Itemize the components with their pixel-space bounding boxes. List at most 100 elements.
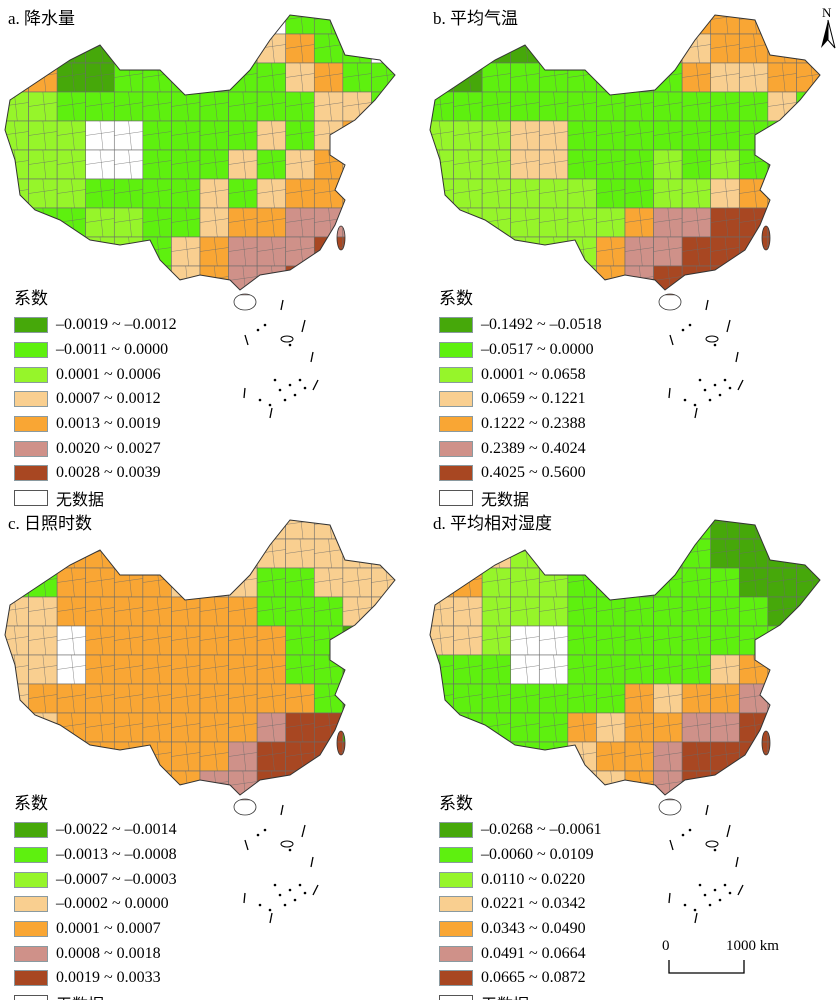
region — [796, 625, 820, 656]
region — [199, 120, 229, 151]
region — [624, 520, 654, 540]
region — [228, 91, 258, 122]
region — [596, 91, 626, 122]
region — [342, 520, 372, 540]
region — [681, 236, 712, 267]
region — [510, 178, 540, 209]
region — [171, 178, 201, 209]
region — [85, 120, 115, 151]
region — [567, 15, 597, 35]
legend-label: 无数据 — [481, 991, 529, 1000]
region — [538, 712, 569, 743]
island — [278, 893, 282, 897]
legend-label: 0.0665 ~ 0.0872 — [481, 969, 586, 987]
region — [371, 91, 395, 122]
region — [624, 596, 654, 627]
boundary-dash — [669, 334, 674, 346]
legend-swatch — [439, 847, 473, 864]
region — [567, 625, 597, 656]
region — [710, 120, 740, 151]
region — [85, 178, 115, 209]
region — [256, 770, 287, 801]
region — [710, 178, 740, 209]
legend-swatch — [14, 970, 48, 987]
region — [228, 654, 258, 685]
region — [256, 520, 287, 540]
region — [228, 538, 258, 569]
region — [767, 149, 797, 180]
region — [113, 91, 144, 122]
legend-item: 0.0491 ~ 0.0664 — [439, 941, 602, 966]
legend-label: 0.0343 ~ 0.0490 — [481, 920, 586, 938]
island — [258, 398, 262, 402]
legend: 系数 –0.0268 ~ –0.0061 –0.0060 ~ 0.0109 0.011… — [439, 789, 602, 1000]
legend-item: –0.0011 ~ 0.0000 — [14, 338, 177, 363]
island — [288, 888, 292, 892]
region — [430, 207, 454, 238]
island — [258, 903, 262, 907]
island — [303, 891, 307, 895]
region — [56, 567, 87, 598]
island — [728, 891, 732, 895]
region — [596, 538, 626, 569]
boundary-dash — [705, 804, 709, 816]
island — [723, 883, 727, 887]
region — [228, 149, 258, 180]
island — [293, 393, 297, 397]
legend-item-no-data: 无数据 — [14, 991, 177, 1000]
region — [596, 15, 626, 35]
region — [85, 625, 115, 656]
region — [538, 567, 569, 598]
region — [371, 712, 395, 743]
legend-swatch — [14, 440, 48, 457]
legend-item: –0.0013 ~ –0.0008 — [14, 843, 177, 868]
legend-swatch — [439, 416, 473, 433]
scale-end: 1000 km — [726, 938, 779, 954]
region — [285, 236, 315, 267]
region — [767, 178, 797, 209]
region — [85, 538, 115, 569]
region — [681, 265, 712, 296]
region — [653, 625, 683, 656]
island — [288, 343, 292, 347]
region — [710, 683, 740, 714]
region — [256, 625, 287, 656]
region — [142, 120, 172, 151]
region — [142, 33, 172, 64]
region — [285, 178, 315, 209]
region — [596, 683, 626, 714]
legend-swatch — [14, 945, 48, 962]
region — [28, 538, 58, 569]
legend-swatch — [14, 317, 48, 334]
region — [56, 236, 87, 267]
region — [342, 149, 372, 180]
region — [596, 33, 626, 64]
region — [681, 520, 712, 540]
region — [767, 683, 797, 714]
region — [5, 62, 29, 93]
region — [142, 207, 172, 238]
region — [567, 120, 597, 151]
region — [256, 91, 287, 122]
legend-swatch — [14, 822, 48, 839]
boundary-dash — [705, 299, 709, 311]
legend-item: 0.1222 ~ 0.2388 — [439, 412, 602, 437]
legend-label: 0.0491 ~ 0.0664 — [481, 944, 586, 962]
region — [738, 120, 769, 151]
region — [767, 741, 797, 772]
region — [285, 538, 315, 569]
region — [738, 567, 769, 598]
region — [796, 62, 820, 93]
region — [228, 596, 258, 627]
region — [171, 625, 201, 656]
region — [371, 741, 395, 772]
boundary-dash — [737, 884, 744, 896]
region — [796, 741, 820, 772]
region — [342, 654, 372, 685]
region — [171, 712, 201, 743]
region — [430, 120, 454, 151]
legend-swatch — [439, 366, 473, 383]
region — [85, 33, 115, 64]
boundary-dash — [694, 407, 698, 419]
